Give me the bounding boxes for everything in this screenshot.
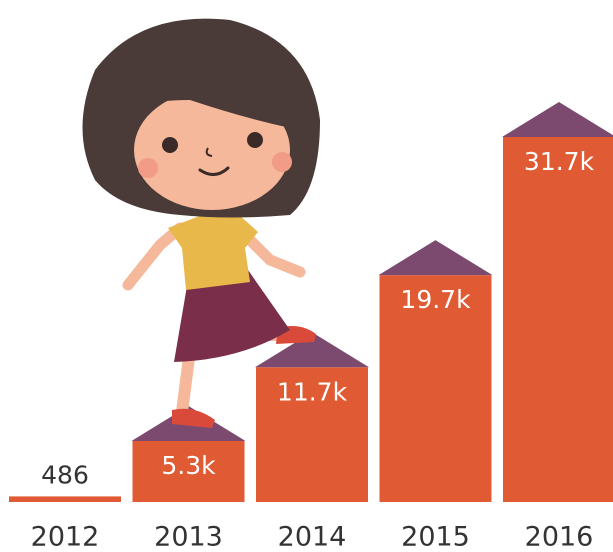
bar-roof bbox=[502, 102, 613, 137]
x-tick-label: 2012 bbox=[31, 522, 100, 552]
bar-roof bbox=[378, 240, 493, 276]
value-label: 11.7k bbox=[277, 377, 348, 406]
bar bbox=[379, 275, 492, 502]
x-tick-label: 2016 bbox=[525, 522, 594, 552]
bar-roof bbox=[255, 332, 369, 368]
value-label: 31.7k bbox=[524, 147, 595, 176]
bar bbox=[503, 137, 613, 502]
x-tick-label: 2015 bbox=[401, 522, 470, 552]
value-label: 486 bbox=[41, 460, 89, 489]
bar bbox=[132, 440, 245, 502]
bar bbox=[9, 496, 121, 502]
bar bbox=[256, 367, 368, 502]
girl-illustration bbox=[82, 18, 320, 428]
value-label: 5.3k bbox=[161, 451, 216, 480]
x-tick-label: 2014 bbox=[278, 522, 347, 552]
bars bbox=[9, 102, 613, 502]
x-tick-label: 2013 bbox=[154, 522, 223, 552]
value-label: 19.7k bbox=[400, 285, 471, 314]
